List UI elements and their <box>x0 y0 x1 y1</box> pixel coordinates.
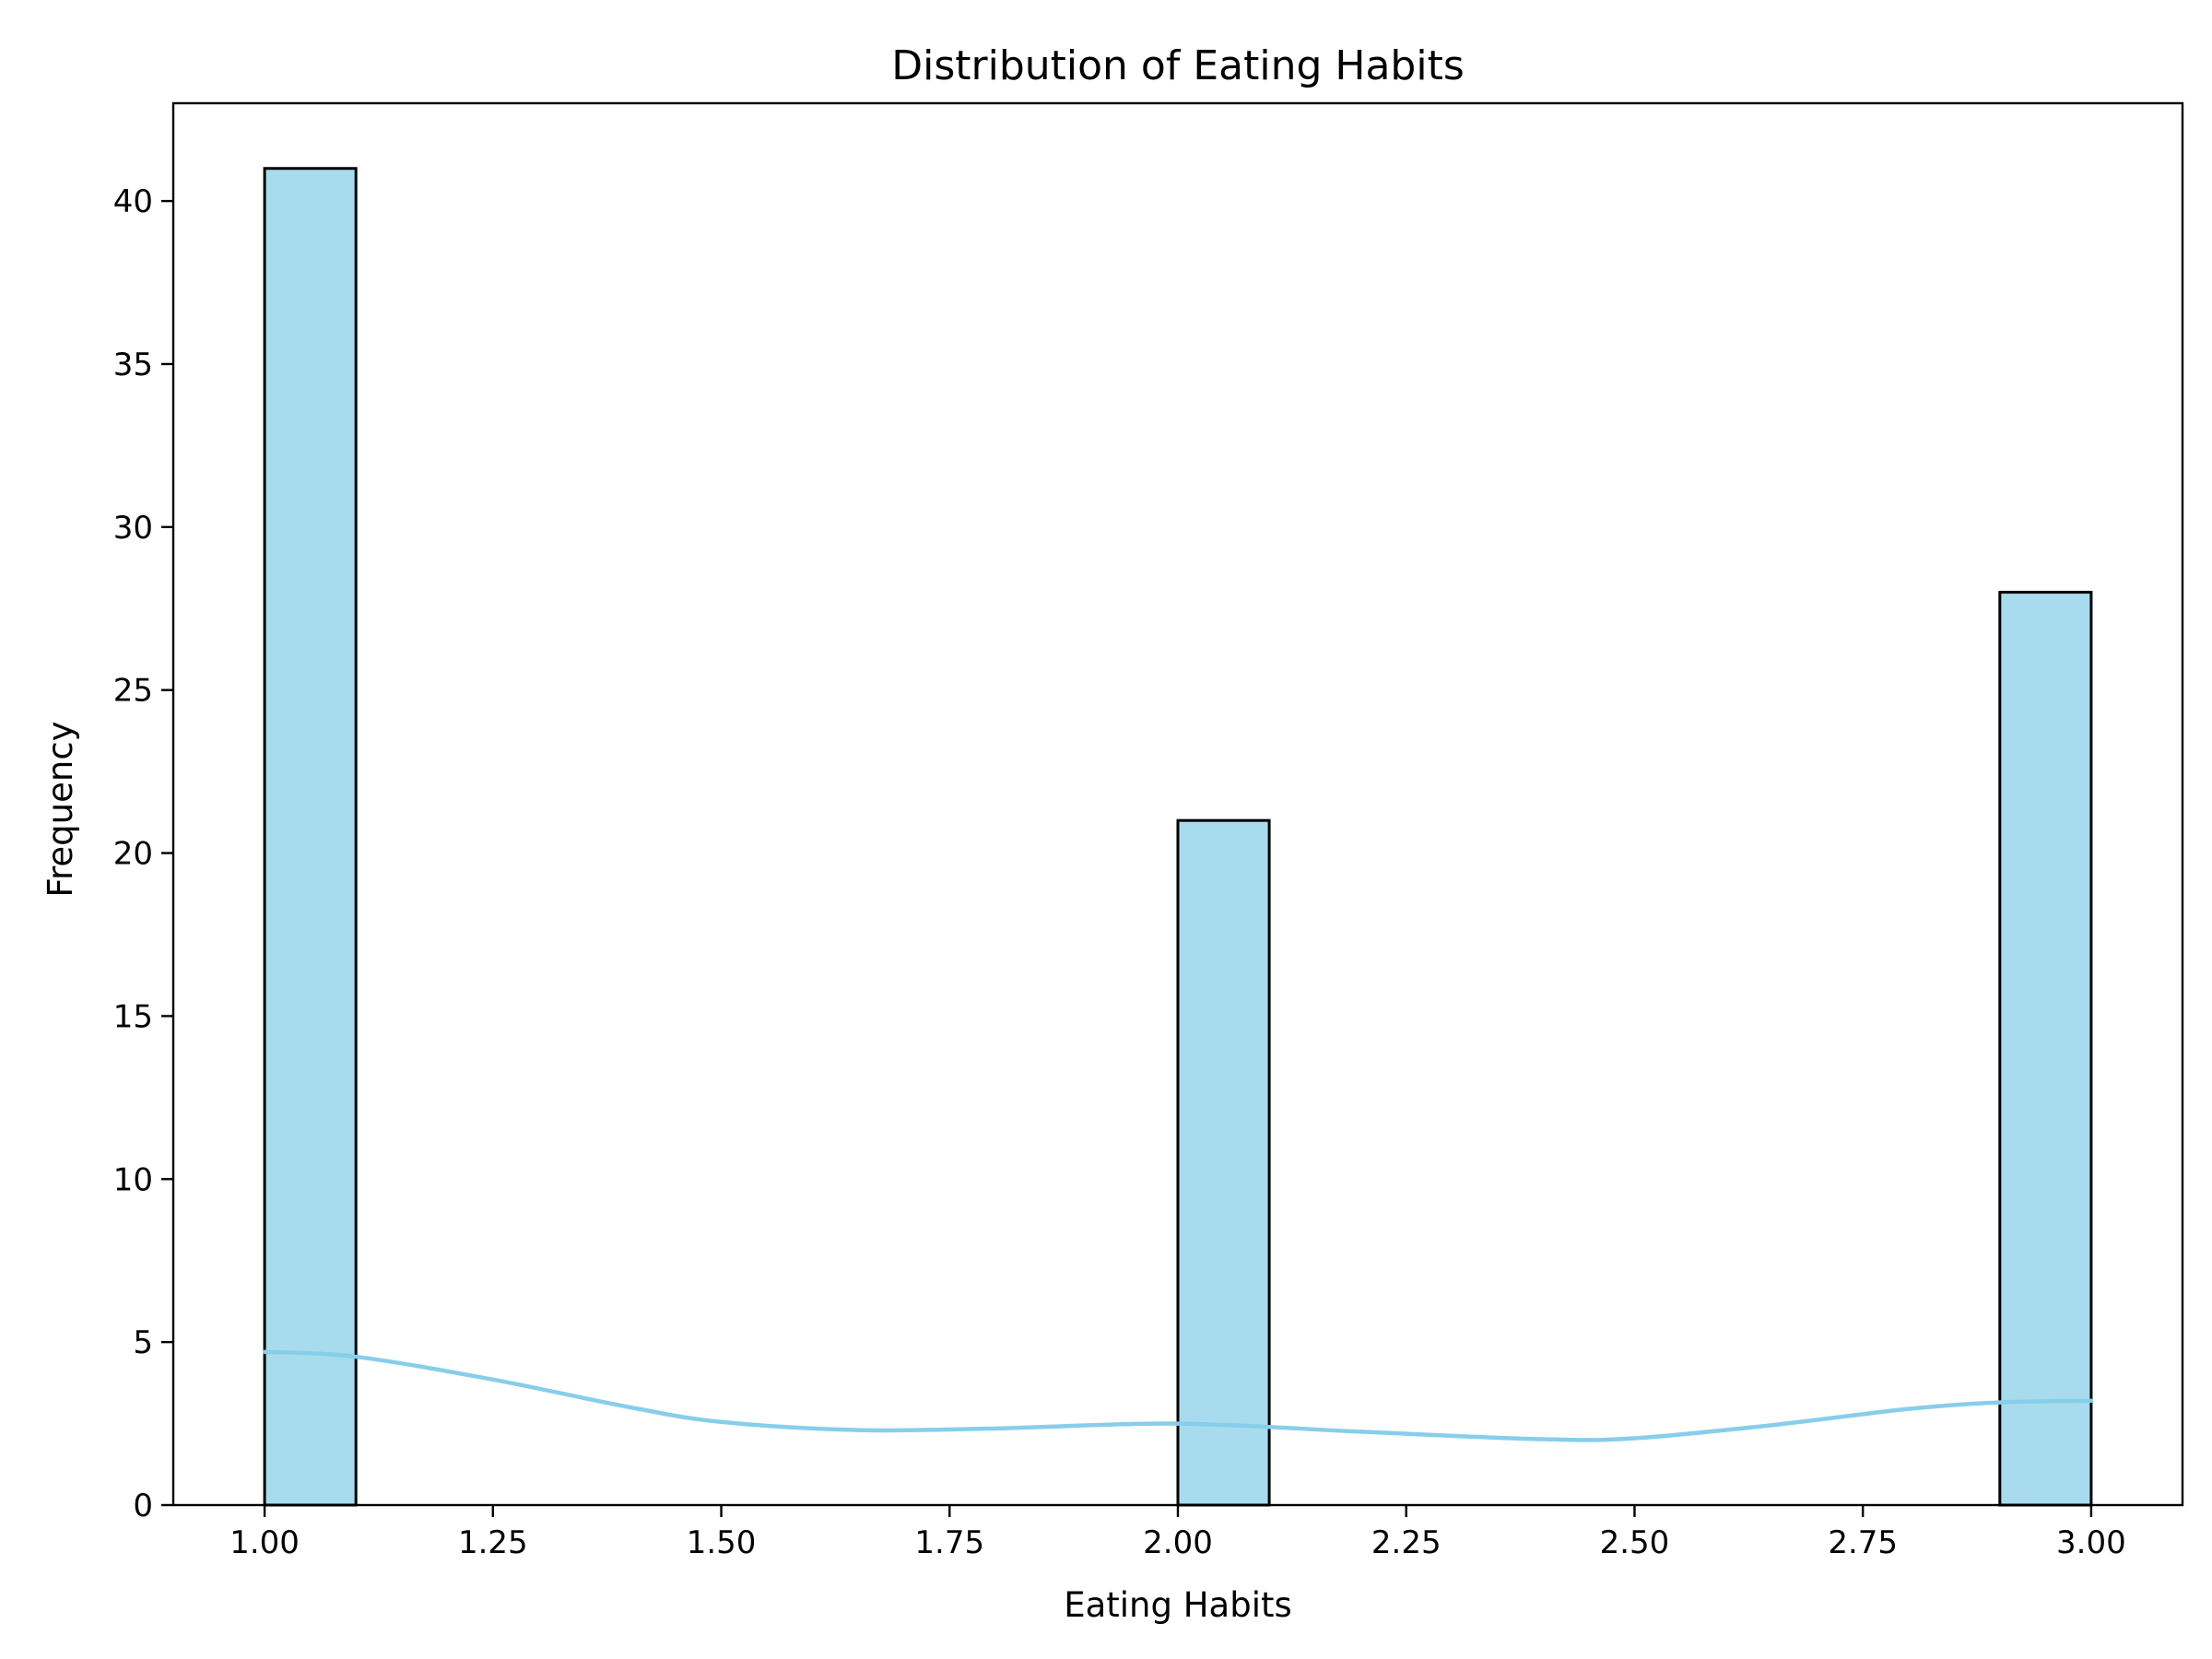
y-tick-label: 30 <box>113 510 153 547</box>
x-tick-label: 1.75 <box>914 1524 984 1561</box>
histogram-bar-3 <box>1998 591 2093 1507</box>
y-tick-label: 0 <box>133 1488 153 1524</box>
x-axis-label: Eating Habits <box>1064 1585 1292 1625</box>
y-tick-label: 15 <box>113 998 153 1035</box>
histogram-bar-2 <box>1176 818 1271 1507</box>
y-tick-label: 25 <box>113 673 153 710</box>
kde-layer <box>262 1349 2094 1442</box>
bars-layer <box>263 167 2093 1507</box>
x-tick-label: 2.50 <box>1600 1524 1670 1561</box>
y-tick-label: 5 <box>133 1324 153 1361</box>
x-tick-label: 2.25 <box>1371 1524 1441 1561</box>
chart-title: Distribution of Eating Habits <box>891 42 1465 89</box>
y-tick-label: 40 <box>113 183 153 220</box>
x-tick-label: 3.00 <box>2056 1524 2126 1561</box>
y-tick-label: 10 <box>113 1161 153 1198</box>
histogram-bar-1 <box>263 167 358 1507</box>
y-tick-label: 35 <box>113 347 153 383</box>
y-tick-label: 20 <box>113 836 153 873</box>
x-tick-label: 2.00 <box>1143 1524 1213 1561</box>
x-tick-label: 1.00 <box>229 1524 300 1561</box>
x-tick-label: 1.25 <box>458 1524 528 1561</box>
x-tick-label: 2.75 <box>1828 1524 1898 1561</box>
y-axis-label: Frequency <box>41 721 80 897</box>
x-tick-label: 1.50 <box>687 1524 757 1561</box>
kde-line <box>262 1349 2094 1442</box>
y-axis: 0 5 10 15 20 25 30 35 40 <box>113 183 173 1524</box>
x-axis: 1.00 1.25 1.50 1.75 2.00 2.25 2.50 2.75 3.00 <box>229 1505 2126 1561</box>
